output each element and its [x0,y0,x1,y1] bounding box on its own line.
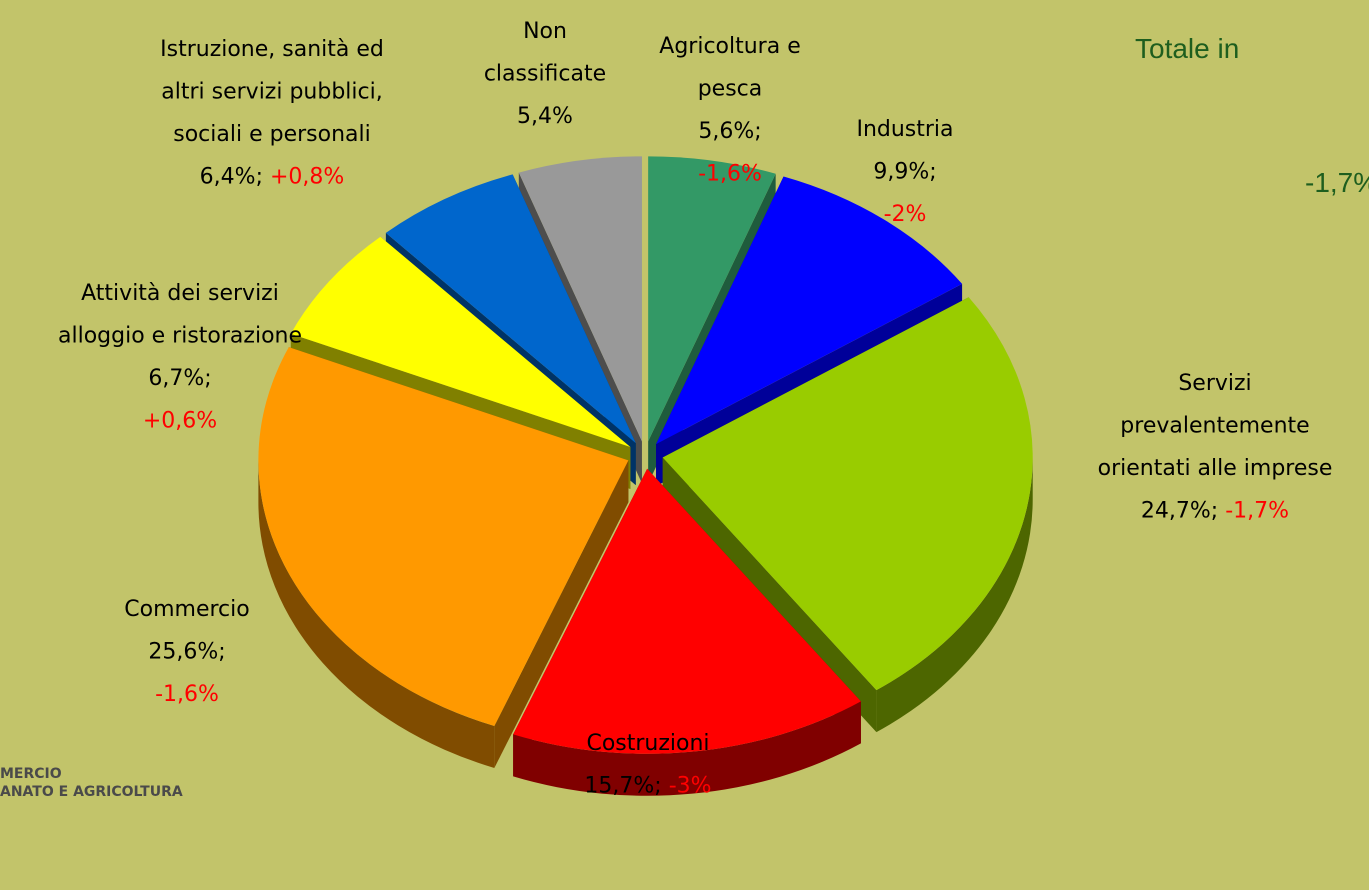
slice-side [258,460,495,768]
value-label: 6,4%; [200,165,263,190]
slice-label: Non classificate [484,19,606,87]
value-label: 5,6%; [698,119,761,144]
slice-side [513,701,861,796]
value-label: 6,7%; [148,366,211,391]
value-label: 24,7%; [1141,499,1218,524]
value-label: 15,7%; -3% [584,774,711,799]
logo-text: MERCIO [0,766,62,782]
chart-title: Totale in [1135,33,1239,64]
slice-top [518,156,642,442]
value-label: 15,7%; [584,774,661,799]
change-label: -1,6% [698,162,762,187]
slice-top [290,236,631,447]
slice-top [662,297,1033,691]
slice [513,468,861,796]
total-change: -1,7% [1305,167,1369,198]
slice-label: Attività dei servizi alloggio e ristorazi… [58,281,302,349]
slice-label: Industria [856,117,953,142]
value-label: 6,4%; +0,8% [200,165,345,190]
slice-top [656,176,963,445]
slice-top [513,468,861,754]
value-label: 5,4% [517,104,573,129]
slice-label: Istruzione, sanità ed altri servizi pubbl… [160,37,384,147]
slice-label: Costruzioni [586,731,709,756]
slice-label: Servizi prevalentemente orientati alle imp… [1098,371,1333,481]
slice-top [258,347,629,726]
change-label: +0,6% [143,409,217,434]
slice-label: Commercio [124,597,249,622]
value-label: 9,9%; [873,160,936,185]
value-label: 25,6%; [148,640,225,665]
slice [258,347,629,768]
change-label: -3% [669,774,712,799]
change-label: -1,7% [1225,499,1289,524]
change-label: -2% [884,202,927,227]
slice-top [648,156,776,442]
change-label: +0,8% [270,165,344,190]
value-label: 24,7%; -1,7% [1141,499,1289,524]
slice-top [385,174,636,444]
change-label: -1,6% [155,682,219,707]
logo-text: ANATO E AGRICOLTURA [0,784,183,800]
slice-label: Agricoltura e pesca [659,34,800,102]
slice-side [876,457,1033,733]
slice-wall [494,460,629,768]
